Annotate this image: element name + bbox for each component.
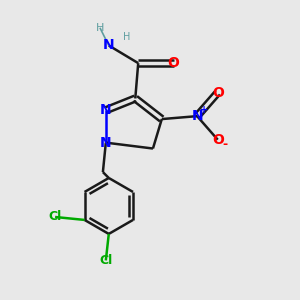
Text: O: O	[212, 133, 224, 147]
Text: N: N	[103, 38, 115, 52]
Text: Cl: Cl	[99, 254, 112, 267]
Text: H: H	[123, 32, 130, 42]
Text: +: +	[200, 105, 208, 115]
Text: Cl: Cl	[49, 211, 62, 224]
Text: O: O	[168, 56, 179, 70]
Text: N: N	[191, 109, 203, 123]
Text: H: H	[96, 23, 104, 33]
Text: N: N	[100, 103, 112, 117]
Text: -: -	[223, 139, 228, 152]
Text: N: N	[100, 136, 112, 150]
Text: O: O	[212, 85, 224, 100]
